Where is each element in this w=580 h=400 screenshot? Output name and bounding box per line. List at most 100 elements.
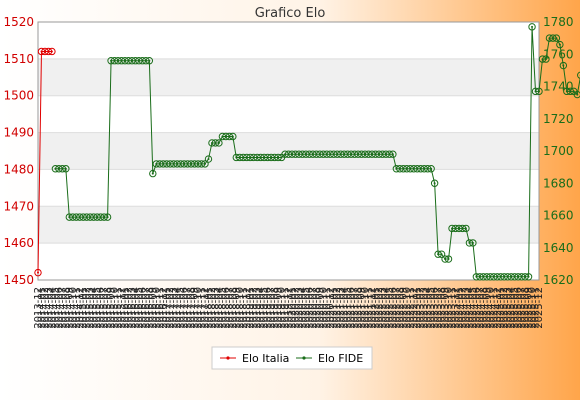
legend-swatch-dot [302, 356, 306, 360]
x-tick-label: 2018-05 [217, 287, 228, 329]
x-tick-label: 2015-02 [82, 287, 93, 329]
grid-band [38, 22, 539, 59]
x-tick-label: 2019-02 [249, 287, 260, 329]
x-tick-label: 2019-09 [273, 287, 284, 329]
x-tick-label: 2019-05 [259, 287, 270, 329]
x-tick-label: 2018-07 [224, 287, 235, 329]
data-point-dot [64, 167, 67, 170]
x-tick-label: 2023-03 [419, 287, 430, 329]
legend: Elo Italia Elo FIDE [211, 346, 373, 370]
x-tick-label: 2019-04 [256, 287, 267, 329]
x-tick-label: 2023-06 [430, 287, 441, 329]
x-tick-label: 2023-05 [426, 287, 437, 329]
x-tick-label: 2019-11 [280, 287, 291, 329]
y-right-tick-label: 1760 [543, 47, 574, 61]
x-tick-label: 2021-03 [336, 287, 347, 329]
grid-band [38, 206, 539, 244]
x-tick-label: 2024-04 [464, 287, 475, 329]
x-tick-label: 2015-03 [85, 287, 96, 329]
x-tick-label: 2016-05 [134, 287, 145, 329]
data-point-dot [37, 271, 39, 274]
x-tick-label: 2025-09 [524, 287, 535, 329]
x-tick-label: 2016-12 [158, 287, 169, 329]
legend-entry: Elo FIDE [318, 352, 363, 365]
legend-entry: Elo Italia [242, 352, 289, 365]
series-elo-italia [34, 47, 56, 277]
x-tick-label: 2025-01 [496, 287, 507, 329]
data-point [48, 47, 56, 56]
data-point [215, 139, 223, 147]
x-tick-label: 2021-10 [360, 287, 371, 329]
data-point-dot [531, 25, 534, 28]
data-point [427, 165, 435, 173]
data-point-dot [576, 93, 579, 96]
x-tick-label: 2014-10 [68, 287, 79, 329]
x-tick-label: 2024-07 [475, 287, 486, 329]
x-tick-label: 2020-10 [318, 287, 329, 329]
x-tick-label: 2025-02 [499, 287, 510, 329]
x-tick-label: 2019-06 [263, 287, 274, 329]
x-tick-label: 2014-03 [43, 287, 54, 329]
data-point [535, 87, 543, 96]
data-point [229, 132, 237, 141]
data-point [34, 268, 42, 277]
x-tick-label: 2022-11 [405, 287, 416, 329]
x-tick-label: 2017-04 [172, 287, 183, 329]
x-tick-label: 2022-06 [388, 287, 399, 329]
data-point [149, 169, 157, 178]
x-tick-label: 2017-08 [186, 287, 197, 329]
x-tick-label: 2014-09 [64, 287, 75, 329]
data-point-dot [430, 167, 433, 170]
x-tick-label: 2016-07 [141, 287, 152, 329]
x-tick-label: 2019-01 [245, 287, 256, 329]
data-point-dot [391, 153, 394, 156]
y-right-tick-label: 1700 [543, 144, 574, 158]
x-tick-label: 2024-08 [478, 287, 489, 329]
x-tick-label: 2020-04 [297, 287, 308, 329]
data-point-dot [572, 90, 575, 93]
y-left-tick-label: 1500 [3, 89, 34, 103]
x-tick-label: 2014-11 [71, 287, 82, 329]
y-left-tick-label: 1510 [3, 52, 34, 66]
data-point [528, 23, 536, 31]
x-tick-label: 2014-07 [57, 287, 68, 329]
x-tick-label: 2025-08 [520, 287, 531, 329]
data-point-dot [464, 227, 467, 230]
x-tick-label: 2023-01 [412, 287, 423, 329]
x-tick-label: 2014-12 [75, 287, 86, 329]
x-tick-label: 2018-10 [235, 287, 246, 329]
data-point-dot [538, 90, 540, 93]
x-tick-label: 2025-06 [513, 287, 524, 329]
x-tick-label: 2014-04 [47, 287, 58, 329]
data-point-dot [151, 172, 154, 175]
x-tick-label: 2015-12 [117, 287, 128, 329]
y-right-tick-label: 1640 [543, 241, 574, 255]
x-tick-label: 2021-06 [346, 287, 357, 329]
x-tick-label: 2015-10 [110, 287, 121, 329]
x-tick-label: 2024-11 [489, 287, 500, 329]
series-elo-fide [51, 23, 580, 281]
x-tick-label: 2024-12 [492, 287, 503, 329]
x-tick-label: 2020-12 [325, 287, 336, 329]
data-point [524, 273, 533, 281]
x-tick-label: 2014-05 [50, 287, 61, 329]
x-tick-label: 2017-05 [176, 287, 187, 329]
x-tick-label: 2017-02 [165, 287, 176, 329]
data-point-dot [440, 253, 443, 256]
x-tick-label: 2020-08 [311, 287, 322, 329]
chart-title: Grafico Elo [255, 6, 326, 21]
x-tick-label: 2024-09 [482, 287, 493, 329]
y-left-tick-label: 1520 [3, 15, 34, 29]
y-left-tick-label: 1490 [3, 126, 34, 140]
x-tick-label: 2015-11 [113, 287, 124, 329]
x-tick-label: 2023-08 [437, 287, 448, 329]
grid-band [38, 58, 539, 96]
x-tick-label: 2017-11 [197, 287, 208, 329]
y-right-tick-label: 1780 [543, 15, 574, 29]
x-tick-label: 2018-04 [214, 287, 225, 329]
data-point-dot [106, 216, 109, 219]
x-tick-label: 2016-06 [137, 287, 148, 329]
x-tick-label: 2017-03 [169, 287, 180, 329]
data-point-dot [558, 43, 561, 46]
x-tick-label: 2021-07 [350, 287, 361, 329]
